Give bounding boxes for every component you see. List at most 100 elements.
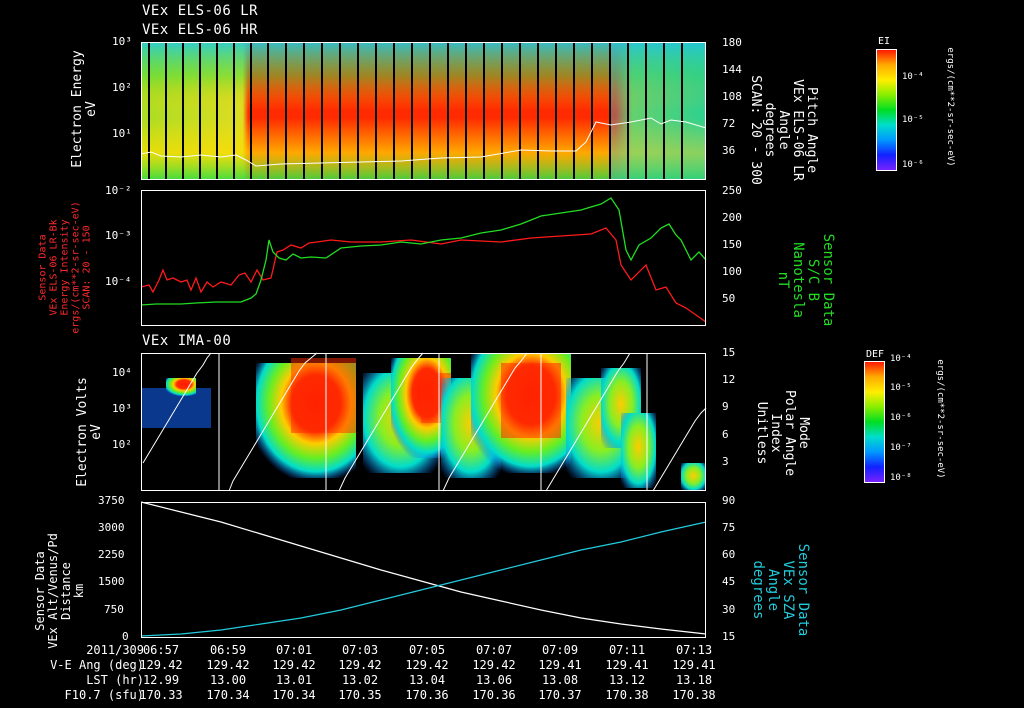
panel4-ytick-1500: 1500 [98,575,125,588]
panel3-y2label-line4: Unitless [754,401,769,465]
panel2-ylabel-line1: Sensor Data [37,234,49,301]
panel1-y2label-line3: Angle [776,110,791,150]
panel1-colorbar-tick-2: 10⁻⁵ [902,115,924,125]
panel1-ytick-100: 10² [112,81,132,94]
panel2-frame [141,190,706,326]
footer-row-time: 2011/309 06:57 06:59 07:01 07:03 07:05 0… [0,643,1024,657]
panel4-ytick-0: 0 [122,630,129,643]
footer-f107-2: 170.34 [272,688,316,702]
panel2-ylabel: Sensor Data VEx ELS-06 LR-Bk Energy Inte… [38,183,93,353]
panel3-y2tick-12: 12 [722,373,736,386]
panel3-title: VEx IMA-00 [142,333,232,349]
footer-time-3: 07:03 [341,643,379,657]
panel2-y2tick-200: 200 [722,211,742,224]
panel1-ylabel-line1: Electron Energy [70,50,85,168]
footer-time-0: 06:57 [142,643,180,657]
panel3-colorbar-tick-3: 10⁻⁶ [890,413,912,423]
series-energy-intensity [140,227,707,323]
footer-lst-8: 13.18 [675,673,713,687]
footer-f107-7: 170.38 [605,688,649,702]
panel2-y2label: Sensor Data S/C B Nanotesla nT [775,215,836,345]
panel3-spectrogram [141,352,707,492]
footer-f107-4: 170.36 [405,688,449,702]
footer-f107-3: 170.35 [338,688,382,702]
panel1-y2tick-36: 36 [722,144,736,157]
panel1-y2label-line4: degrees [762,102,777,158]
footer-label-date: 2011/309 [86,643,144,657]
panel1-ylabel: Electron Energy eV [70,49,99,169]
panel2-ytick-1: 10⁻² [105,184,132,197]
panel3-ylabel-line2: eV [89,424,104,440]
panel1-y2label-line2: VEx ELS-06 LR [790,79,805,181]
panel2-ylabel-line2: VEx ELS-06 LR-Bk [48,219,60,316]
panel3-ytick-1: 10⁴ [112,366,132,379]
panel1-ytick-1000: 10³ [112,35,132,48]
panel4-y2tick-45: 45 [722,575,736,588]
panel1-title-lr: VEx ELS-06 LR [142,3,259,19]
footer-row-lst: LST (hr) 12.99 13.00 13.01 13.02 13.04 1… [0,673,1024,687]
footer-row-f107: F10.7 (sfu) 170.33 170.34 170.34 170.35 … [0,688,1024,702]
footer-f107-5: 170.36 [472,688,516,702]
panel4-ytick-3000: 3000 [98,521,125,534]
panel3-y2tick-3: 3 [722,455,729,468]
panel4-y2tick-60: 60 [722,548,736,561]
panel2-ytick-3: 10⁻⁴ [105,275,132,288]
panel4-frame [141,502,706,638]
panel4-ylabel-line4: km [72,583,86,599]
panel4-ytick-750: 750 [104,603,124,616]
footer-f107-0: 170.33 [139,688,183,702]
panel3-colorbar-unit: ergs/(cm**2-sr-sec-eV) [935,359,945,479]
panel3-y2tick-9: 9 [722,400,729,413]
panel3-y2label: Mode Polar Angle Index Unitless [754,373,811,493]
footer-lst-6: 13.08 [541,673,579,687]
series-sza [140,521,707,637]
panel1-y2tick-72: 72 [722,117,736,130]
panel3-heatmap-svg [141,352,707,492]
panel2-ylabel-line5: SCAN: 20 - 150 [81,225,93,310]
footer-time-1: 06:59 [209,643,247,657]
footer-ve-8: 129.41 [672,658,716,672]
panel2-ylabel-line3: Energy Intensity [59,219,71,316]
panel3-ytick-2: 10³ [112,402,132,415]
panel2-lines-svg [140,197,707,323]
footer-time-6: 07:09 [541,643,579,657]
panel3-colorbar-tick-1: 10⁻⁴ [890,354,912,364]
footer-time-7: 07:11 [608,643,646,657]
panel1-title-hr: VEx ELS-06 HR [142,22,259,38]
panel4-y2label-line4: degrees [750,560,766,620]
footer-lst-7: 13.12 [608,673,646,687]
footer-lst-3: 13.02 [341,673,379,687]
panel4-y2label-line3: Angle [765,568,781,612]
panel3-y2tick-6: 6 [722,428,729,441]
panel3-colorbar-title: DEF [866,349,885,360]
panel3-frame [141,353,706,491]
panel1-ytick-10: 10¹ [112,127,132,140]
panel4-lineplot [140,501,707,638]
footer-ve-6: 129.41 [538,658,582,672]
panel3-y2tick-15: 15 [722,346,736,359]
footer-ve-5: 129.42 [472,658,516,672]
panel1-ylabel-line2: eV [84,101,99,117]
footer-time-8: 07:13 [675,643,713,657]
footer-lst-1: 13.00 [209,673,247,687]
panel4-y2label-line2: VEx SZA [780,560,796,620]
panel1-y2label-line1: Pitch Angle [804,86,819,174]
footer-time-5: 07:07 [475,643,513,657]
panel4-lines-svg [140,501,707,637]
footer-lst-4: 13.04 [408,673,446,687]
panel4-y2tick-30: 30 [722,603,736,616]
panel2-ytick-2: 10⁻³ [105,229,132,242]
panel3-colorbar [864,361,885,483]
panel2-y2tick-100: 100 [722,265,742,278]
panel4-y2label: Sensor Data VEx SZA Angle degrees [750,540,811,640]
panel3-y2label-line1: Mode [796,417,811,449]
footer-lst-2: 13.01 [275,673,313,687]
footer-label-f107: F10.7 (sfu) [64,688,144,702]
panel4-y2tick-15: 15 [722,630,736,643]
footer-ve-0: 129.42 [139,658,183,672]
panel1-colorbar-title: EI [878,36,891,47]
panel2-y2tick-50: 50 [722,292,736,305]
panel1-colorbar-tick-1: 10⁻⁴ [902,72,924,82]
panel1-y2tick-108: 108 [722,90,742,103]
footer-ve-7: 129.41 [605,658,649,672]
